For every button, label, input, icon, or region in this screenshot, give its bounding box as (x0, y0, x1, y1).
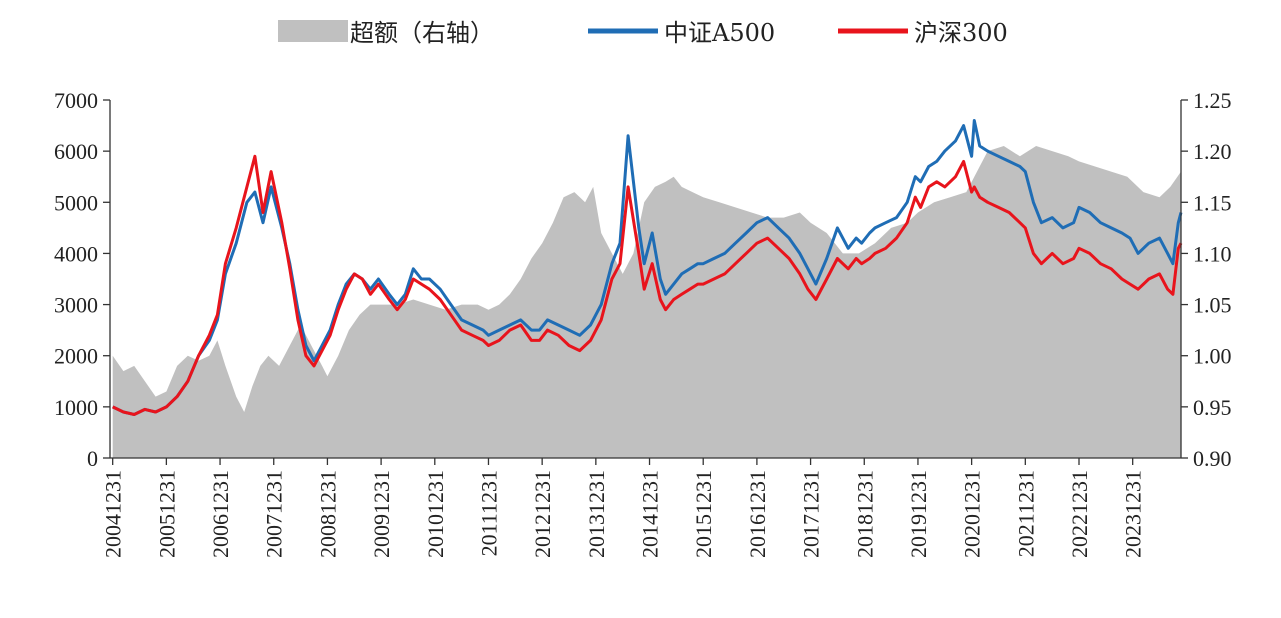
x-tick-label: 20191231 (906, 470, 931, 558)
legend-label-excess: 超额（右轴） (350, 19, 494, 47)
left-axis-ticks: 0 1000 2000 3000 4000 5000 6000 7000 (54, 88, 110, 471)
x-tick-label: 20171231 (799, 470, 824, 558)
left-tick-label: 6000 (54, 139, 98, 164)
right-tick-label: 1.05 (1193, 293, 1232, 318)
right-tick-label: 1.10 (1193, 241, 1232, 266)
right-tick-label: 0.90 (1193, 446, 1232, 471)
right-tick-label: 0.95 (1193, 395, 1232, 420)
x-tick-label: 20231231 (1121, 470, 1146, 558)
x-tick-label: 20161231 (745, 470, 770, 558)
x-tick-label: 20211231 (1013, 470, 1038, 557)
plot-area (112, 119, 1183, 458)
series-line-hs300 (112, 154, 1183, 416)
left-tick-label: 2000 (54, 344, 98, 369)
x-tick-label: 20101231 (423, 470, 448, 558)
left-tick-label: 0 (87, 446, 98, 471)
right-tick-label: 1.25 (1193, 88, 1232, 113)
left-tick-label: 5000 (54, 190, 98, 215)
x-tick-label: 20151231 (691, 470, 716, 558)
x-tick-label: 20141231 (638, 470, 663, 558)
left-tick-label: 4000 (54, 241, 98, 266)
x-tick-label: 20061231 (208, 470, 233, 558)
x-tick-label: 20121231 (530, 470, 555, 558)
x-tick-label: 20071231 (262, 470, 287, 558)
left-tick-label: 3000 (54, 293, 98, 318)
left-tick-label: 7000 (54, 88, 98, 113)
x-tick-label: 20041231 (101, 470, 126, 558)
legend-label-a500: 中证A500 (664, 19, 775, 47)
right-tick-label: 1.20 (1193, 139, 1232, 164)
x-tick-label: 20201231 (960, 470, 985, 558)
right-axis-ticks: 0.90 0.95 1.00 1.05 1.10 1.15 1.20 1.25 (1181, 88, 1232, 471)
axes (109, 100, 1182, 459)
legend-label-hs300: 沪深300 (914, 19, 1008, 47)
x-tick-label: 20091231 (369, 470, 394, 558)
series-line-a500 (112, 119, 1183, 416)
x-tick-label: 20181231 (852, 470, 877, 558)
right-tick-label: 1.00 (1193, 344, 1232, 369)
x-tick-label: 20111231 (476, 470, 501, 556)
left-tick-label: 1000 (54, 395, 98, 420)
x-tick-label: 20131231 (584, 470, 609, 558)
legend: 超额（右轴） 中证A500 沪深300 (278, 19, 1008, 47)
x-tick-label: 20221231 (1067, 470, 1092, 558)
series-area-excess (112, 146, 1182, 458)
x-tick-label: 20051231 (154, 470, 179, 558)
legend-swatch-excess (278, 20, 348, 42)
right-tick-label: 1.15 (1193, 190, 1232, 215)
x-axis-ticks: 20041231 20051231 20061231 20071231 20081231… (101, 458, 1146, 558)
x-tick-label: 20081231 (315, 470, 340, 558)
